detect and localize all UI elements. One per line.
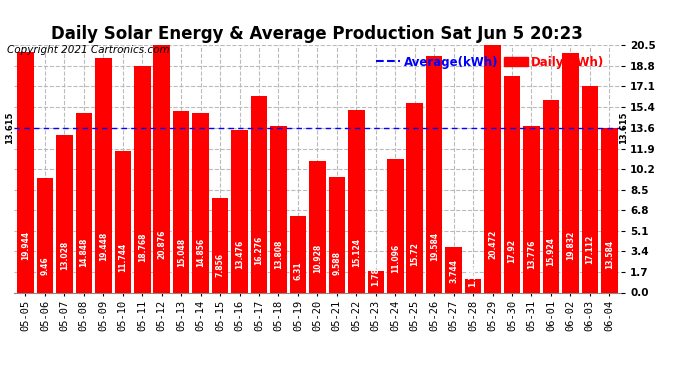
Text: 9.588: 9.588 bbox=[333, 251, 342, 275]
Text: 13.028: 13.028 bbox=[60, 241, 69, 270]
Bar bbox=[134, 66, 150, 292]
Bar bbox=[290, 216, 306, 292]
Text: Copyright 2021 Cartronics.com: Copyright 2021 Cartronics.com bbox=[7, 45, 170, 55]
Bar bbox=[387, 159, 404, 292]
Bar bbox=[504, 76, 520, 292]
Text: 10.928: 10.928 bbox=[313, 244, 322, 273]
Bar bbox=[582, 86, 598, 292]
Bar bbox=[309, 160, 326, 292]
Text: 15.72: 15.72 bbox=[411, 242, 420, 266]
Bar bbox=[76, 113, 92, 292]
Bar bbox=[523, 126, 540, 292]
Title: Daily Solar Energy & Average Production Sat Jun 5 20:23: Daily Solar Energy & Average Production … bbox=[52, 26, 583, 44]
Text: 6.31: 6.31 bbox=[293, 261, 302, 280]
Text: 19.584: 19.584 bbox=[430, 231, 439, 261]
Text: 16.276: 16.276 bbox=[255, 236, 264, 265]
Text: 13.476: 13.476 bbox=[235, 240, 244, 269]
Text: 13.615: 13.615 bbox=[5, 112, 14, 144]
Bar bbox=[250, 96, 267, 292]
Bar bbox=[465, 279, 482, 292]
Bar bbox=[348, 110, 364, 292]
Text: 20.876: 20.876 bbox=[157, 229, 166, 259]
Bar bbox=[601, 129, 618, 292]
Text: 9.46: 9.46 bbox=[41, 256, 50, 275]
Text: 11.096: 11.096 bbox=[391, 244, 400, 273]
Bar bbox=[231, 130, 248, 292]
Legend: Average(kWh), Daily(kWh): Average(kWh), Daily(kWh) bbox=[372, 51, 609, 74]
Text: 14.848: 14.848 bbox=[79, 238, 88, 267]
Bar bbox=[193, 113, 209, 292]
Text: 1.152: 1.152 bbox=[469, 264, 477, 287]
Text: 13.584: 13.584 bbox=[605, 240, 614, 269]
Text: 14.856: 14.856 bbox=[196, 238, 205, 267]
Bar bbox=[484, 45, 501, 292]
Text: 19.448: 19.448 bbox=[99, 231, 108, 261]
Text: 11.744: 11.744 bbox=[118, 243, 127, 272]
Bar bbox=[562, 53, 579, 292]
Bar bbox=[212, 198, 228, 292]
Bar bbox=[95, 58, 112, 292]
Bar bbox=[17, 52, 34, 292]
Text: 17.92: 17.92 bbox=[508, 239, 517, 263]
Text: 15.124: 15.124 bbox=[352, 238, 361, 267]
Text: 19.832: 19.832 bbox=[566, 231, 575, 260]
Text: 7.856: 7.856 bbox=[215, 254, 224, 278]
Bar bbox=[56, 135, 72, 292]
Bar bbox=[115, 151, 131, 292]
Text: 1.782: 1.782 bbox=[371, 262, 380, 286]
Text: 13.776: 13.776 bbox=[527, 240, 536, 269]
Bar bbox=[445, 247, 462, 292]
Bar bbox=[270, 126, 287, 292]
Bar bbox=[328, 177, 345, 292]
Bar bbox=[426, 56, 442, 292]
Text: 18.768: 18.768 bbox=[138, 232, 147, 262]
Bar bbox=[37, 178, 53, 292]
Bar bbox=[173, 111, 190, 292]
Bar bbox=[153, 40, 170, 292]
Text: 3.744: 3.744 bbox=[449, 260, 458, 284]
Text: 13.808: 13.808 bbox=[274, 240, 283, 269]
Text: 20.472: 20.472 bbox=[488, 230, 497, 259]
Bar bbox=[542, 100, 559, 292]
Bar bbox=[406, 103, 423, 292]
Text: 15.924: 15.924 bbox=[546, 237, 555, 266]
Text: 17.112: 17.112 bbox=[585, 235, 594, 264]
Text: 19.944: 19.944 bbox=[21, 231, 30, 260]
Text: 15.048: 15.048 bbox=[177, 238, 186, 267]
Bar bbox=[368, 271, 384, 292]
Text: 13.615: 13.615 bbox=[619, 112, 628, 144]
